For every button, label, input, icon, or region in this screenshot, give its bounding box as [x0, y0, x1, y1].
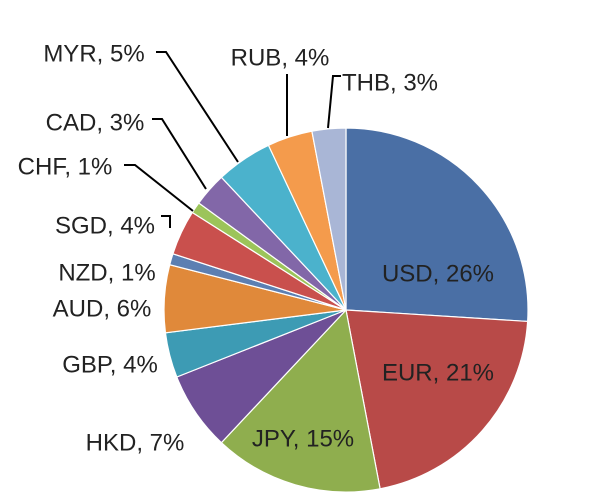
leader-line-thb — [327, 75, 341, 129]
slice-label-myr: MYR, 5% — [43, 40, 144, 67]
slice-label-nzd: NZD, 1% — [58, 259, 155, 286]
pie-labels: USD, 26% EUR, 21% JPY, 15% HKD, 7% GBP, 4% AU… — [18, 40, 494, 456]
pie-slice-jpy — [220, 308, 381, 493]
slice-label-cad: CAD, 3% — [46, 109, 145, 136]
slice-label-hkd: HKD, 7% — [86, 429, 185, 456]
leader-line-myr — [156, 51, 239, 163]
slice-label-chf: CHF, 1% — [18, 153, 113, 180]
slice-label-gbp: GBP, 4% — [62, 351, 158, 378]
slice-label-aud: AUD, 6% — [53, 295, 152, 322]
leader-line-chf — [124, 164, 194, 212]
pie-slice-usd — [345, 127, 529, 323]
pie-slices — [163, 127, 529, 493]
slice-label-eur: EUR, 21% — [382, 359, 494, 386]
slice-label-jpy: JPY, 15% — [252, 425, 354, 452]
slice-label-thb: THB, 3% — [342, 69, 438, 96]
leader-line-cad — [152, 118, 207, 190]
slice-label-usd: USD, 26% — [382, 260, 494, 287]
slice-label-rub: RUB, 4% — [231, 44, 330, 71]
leader-line-sgd — [161, 215, 171, 228]
pie-slice-eur — [345, 309, 529, 490]
pie-slice-thb — [311, 127, 347, 311]
slice-label-sgd: SGD, 4% — [55, 212, 155, 239]
